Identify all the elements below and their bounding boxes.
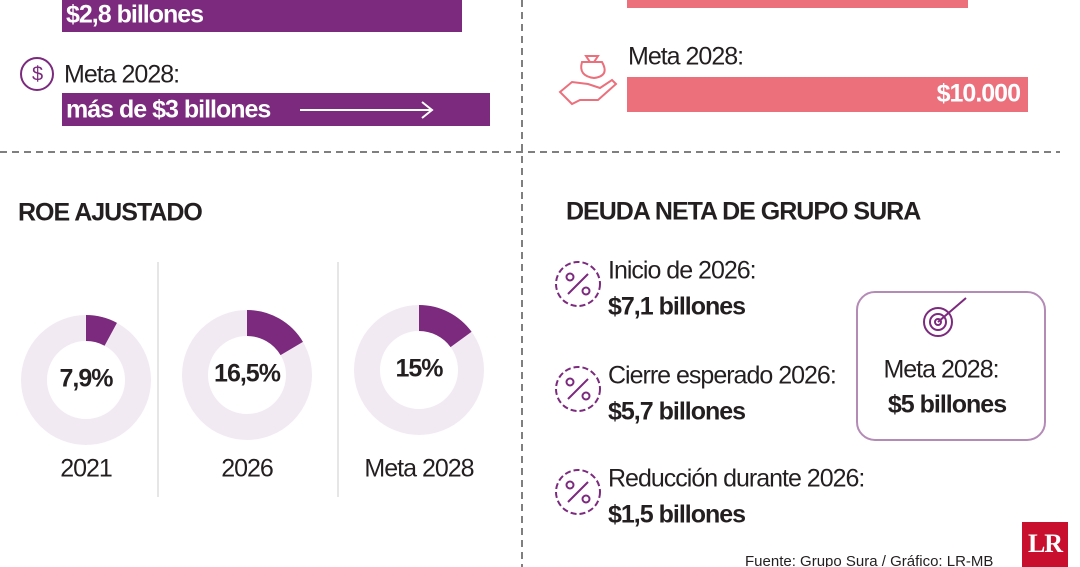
percent-icon: [581, 286, 591, 296]
donut-arc: [246, 310, 303, 356]
value-label: 7,9%: [60, 365, 114, 393]
item-label: Reducción durante 2026:: [608, 465, 864, 493]
bar: [627, 0, 968, 8]
bar: [627, 77, 1028, 112]
value-label: 16,5%: [214, 360, 281, 388]
percent-icon: [565, 377, 575, 387]
percent-icon: [567, 481, 589, 503]
category-label: 2026: [221, 455, 273, 483]
bar: [62, 0, 462, 32]
arrow: [300, 101, 434, 119]
current-value: $2,8 billones: [66, 1, 203, 29]
item-value: $7,1 billones: [608, 293, 745, 321]
item-label: Inicio de 2026:: [608, 257, 756, 285]
section-title: ROE AJUSTADO: [18, 199, 202, 227]
goal-label: Meta 2028:: [628, 43, 743, 71]
goal-value: más de $3 billones: [66, 96, 270, 124]
item-label: Cierre esperado 2026:: [608, 362, 836, 390]
goal-value: $5 billones: [888, 391, 1006, 419]
goal-value: $10.000: [937, 80, 1020, 108]
source: Fuente: Grupo Sura / Gráfico: LR-MB: [745, 553, 993, 567]
target-icon: [923, 297, 967, 337]
percent-icon: [555, 366, 601, 412]
goal-label: Meta 2028:: [64, 61, 179, 89]
debt-list: Inicio de 2026: $7,1 billones Cierre esper…: [555, 257, 865, 529]
donut-charts: 7,9% 2021 16,5% 2026 15% Meta 2028: [21, 305, 484, 483]
donut-arc: [85, 315, 117, 346]
percent-icon: [567, 378, 589, 400]
goal-box: [856, 291, 1046, 441]
dollar-icon: [20, 57, 54, 91]
percent-icon: [555, 261, 601, 307]
percent-icon: [565, 272, 575, 282]
item-value: $5,7 billones: [608, 398, 745, 426]
logo: [1022, 522, 1068, 567]
logo: LR: [1028, 529, 1063, 558]
item-value: $1,5 billones: [608, 501, 745, 529]
donut-arc: [418, 305, 472, 348]
category-label: Meta 2028: [364, 455, 473, 483]
dollar-icon: $: [32, 63, 43, 85]
percent-icon: [567, 273, 589, 295]
percent-icon: [581, 494, 591, 504]
value-label: 15%: [395, 355, 443, 383]
category-label: 2021: [60, 455, 112, 483]
percent-icon: [581, 391, 591, 401]
percent-icon: [555, 469, 601, 515]
section-title: DEUDA NETA DE GRUPO SURA: [566, 198, 921, 226]
goal-label: Meta 2028:: [883, 356, 998, 384]
hand-money-icon: [558, 55, 618, 106]
percent-icon: [565, 480, 575, 490]
